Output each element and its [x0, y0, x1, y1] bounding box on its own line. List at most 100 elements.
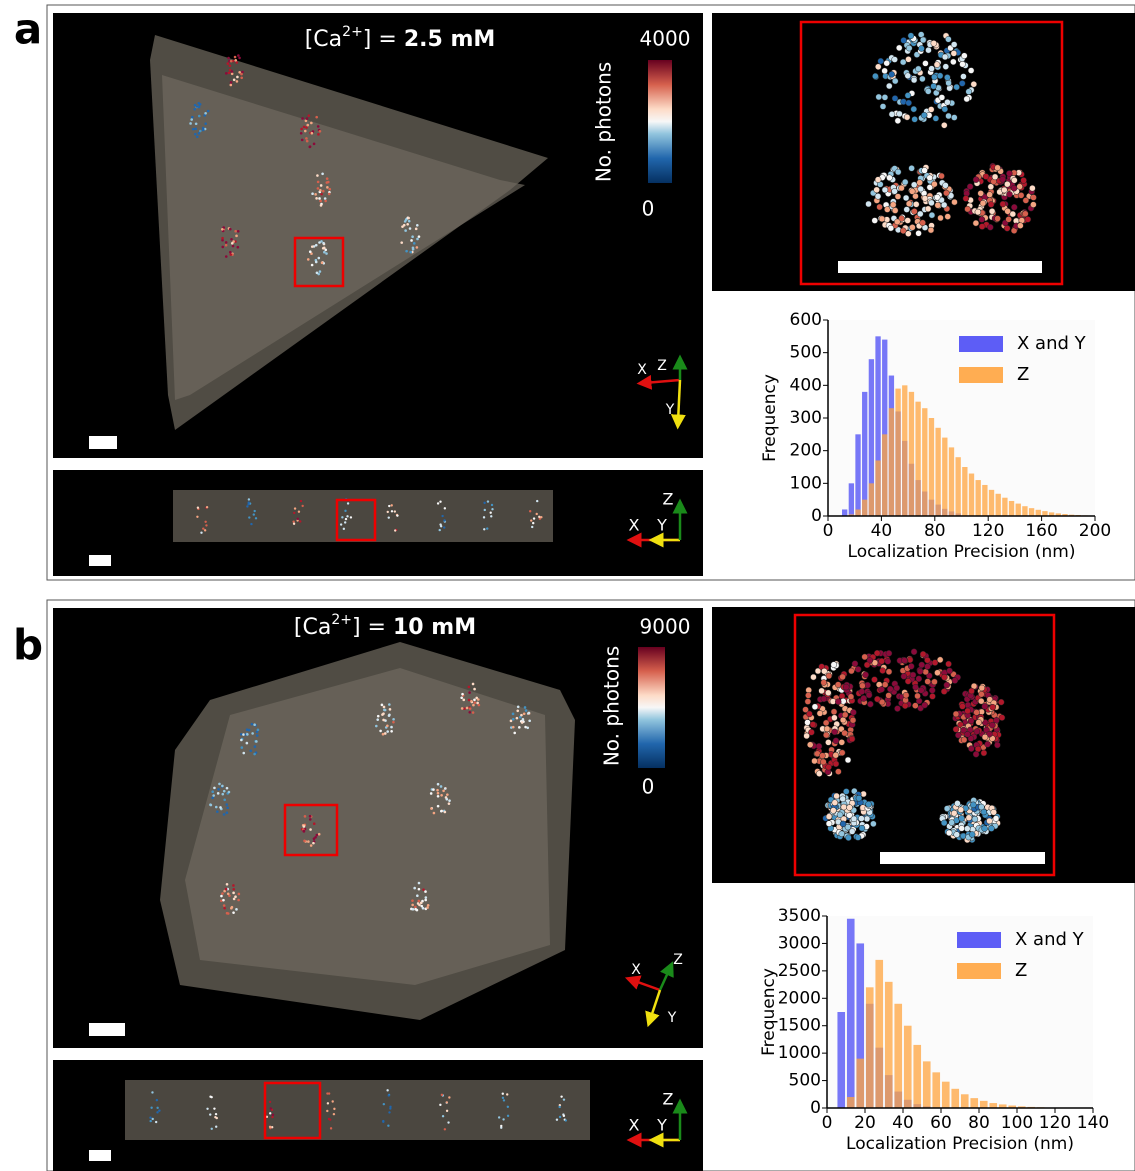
localization — [520, 721, 524, 724]
y-tick-label: 1500 — [778, 1016, 821, 1036]
localization — [967, 735, 975, 742]
localization — [332, 1112, 336, 1116]
localization — [1005, 216, 1012, 223]
localization — [825, 689, 832, 697]
localization — [848, 667, 855, 675]
axis-letter: X — [629, 516, 640, 535]
localization — [422, 888, 425, 891]
localization — [521, 718, 525, 721]
localization — [970, 801, 977, 809]
crystal-side — [173, 490, 553, 542]
localization — [315, 833, 319, 837]
localization — [226, 62, 230, 65]
localization — [445, 1101, 449, 1104]
histogram-bar — [960, 1094, 969, 1108]
localization — [460, 696, 463, 700]
localization — [838, 739, 846, 746]
localization — [998, 714, 1006, 721]
histogram-bar — [903, 1025, 912, 1108]
localization — [226, 892, 230, 896]
localization — [489, 511, 492, 514]
localization — [424, 898, 428, 902]
localization — [922, 60, 929, 67]
localization — [329, 1127, 333, 1130]
localization — [308, 814, 312, 818]
localization — [255, 734, 259, 737]
localization — [948, 819, 955, 826]
histogram-bar — [915, 401, 921, 516]
localization — [214, 1115, 217, 1119]
localization — [823, 731, 830, 739]
localization — [945, 660, 952, 668]
localization — [987, 223, 994, 231]
localization — [324, 248, 328, 252]
localization — [213, 1107, 216, 1110]
localization — [302, 825, 306, 828]
localization — [975, 719, 982, 726]
y-tick-label: 3000 — [778, 933, 821, 953]
y-tick-label: 2000 — [778, 988, 821, 1008]
localization — [984, 741, 991, 748]
histogram-bar — [935, 427, 941, 516]
y-tick-label: 3500 — [778, 906, 821, 926]
localization — [891, 56, 898, 63]
localization — [943, 189, 950, 197]
localization — [991, 173, 999, 181]
x-tick-label: 40 — [871, 521, 893, 541]
localization — [245, 728, 249, 732]
localization — [270, 1125, 274, 1129]
localization — [424, 890, 427, 893]
localization — [309, 844, 313, 847]
localization — [321, 172, 324, 176]
localization — [476, 701, 479, 705]
localization — [387, 516, 390, 519]
localization — [927, 106, 935, 113]
localization — [959, 60, 966, 68]
localization — [196, 506, 200, 509]
localization — [916, 668, 924, 675]
localization — [312, 142, 316, 146]
localization — [497, 1116, 501, 1119]
axis-letter: Z — [657, 358, 667, 374]
localization — [326, 1092, 329, 1095]
localization — [871, 676, 878, 683]
localization — [974, 208, 982, 216]
localization — [221, 792, 225, 796]
localization — [912, 702, 919, 709]
localization — [222, 813, 226, 816]
localization — [924, 663, 931, 670]
localization — [228, 227, 232, 231]
localization — [236, 229, 240, 233]
localization — [872, 72, 879, 80]
localization — [154, 1120, 158, 1124]
localization — [221, 892, 224, 895]
y-tick-label: 100 — [790, 473, 822, 493]
localization — [953, 831, 960, 838]
localization — [412, 242, 416, 245]
histogram-bar — [875, 959, 884, 1108]
localization — [986, 191, 993, 198]
localization — [417, 235, 421, 238]
localization — [315, 115, 318, 119]
localization — [196, 515, 199, 518]
localization — [950, 50, 958, 57]
localization — [835, 768, 842, 775]
localization — [894, 117, 902, 125]
localization — [941, 122, 948, 129]
localization — [894, 218, 901, 226]
localization — [393, 510, 397, 513]
localization — [850, 709, 857, 716]
localization — [903, 113, 911, 121]
localization — [925, 46, 932, 54]
x-tick-label: 200 — [1079, 521, 1111, 541]
localization — [302, 829, 306, 833]
histogram-bar — [865, 987, 874, 1108]
localization — [470, 699, 473, 703]
localization — [196, 135, 199, 139]
localization — [320, 261, 324, 265]
localization — [383, 708, 387, 712]
localization — [846, 804, 853, 811]
localization — [878, 657, 885, 665]
localization — [900, 37, 907, 44]
localization — [848, 828, 856, 835]
